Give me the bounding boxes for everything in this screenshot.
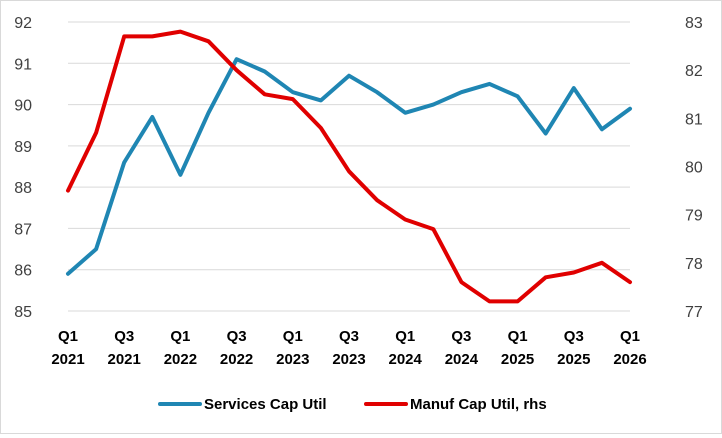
right-axis-tick-label: 83 xyxy=(685,15,703,32)
x-axis-tick-label-year: 2024 xyxy=(389,351,423,368)
right-axis-tick-label: 77 xyxy=(685,304,703,321)
right-axis-tick-label: 82 xyxy=(685,63,703,80)
x-axis-tick-label-year: 2022 xyxy=(164,351,197,368)
x-axis-tick-label: Q3 xyxy=(114,328,134,345)
x-axis-tick-label: Q1 xyxy=(283,328,303,345)
left-axis-tick-label: 91 xyxy=(14,56,32,73)
manuf-cap-util-line xyxy=(66,29,632,304)
left-axis-tick-label: 89 xyxy=(14,139,32,156)
x-axis-tick-label-year: 2022 xyxy=(220,351,253,368)
left-axis-tick-label: 86 xyxy=(14,263,32,280)
x-axis-tick-label: Q1 xyxy=(508,328,528,345)
left-axis-tick-label: 87 xyxy=(14,221,32,238)
right-axis-tick-label: 78 xyxy=(685,256,703,273)
right-axis-tick-label: 80 xyxy=(685,160,703,177)
x-axis-tick-label-year: 2021 xyxy=(51,351,84,368)
x-axis-tick-label: Q3 xyxy=(339,328,359,345)
x-axis-tick-label-year: 2023 xyxy=(332,351,365,368)
x-axis-tick-label-year: 2025 xyxy=(501,351,534,368)
x-axis-tick-label: Q3 xyxy=(564,328,584,345)
x-axis-tick-label-year: 2021 xyxy=(108,351,141,368)
x-axis-tick-label: Q1 xyxy=(395,328,415,345)
x-axis-tick-label-year: 2025 xyxy=(557,351,590,368)
x-axis-tick-label-year: 2026 xyxy=(613,351,646,368)
legend-label: Manuf Cap Util, rhs xyxy=(410,396,547,413)
services-cap-util-line xyxy=(66,57,632,276)
x-axis-tick-label-year: 2024 xyxy=(445,351,479,368)
x-axis-tick-label: Q1 xyxy=(170,328,190,345)
x-axis-tick-label-year: 2023 xyxy=(276,351,309,368)
left-axis-ticks: 85 86 87 88 89 90 91 92 xyxy=(14,15,32,321)
legend: Services Cap Util Manuf Cap Util, rhs xyxy=(158,396,547,413)
x-axis-tick-label: Q1 xyxy=(58,328,78,345)
right-axis-ticks: 77 78 79 80 81 82 83 xyxy=(685,15,703,321)
left-axis-tick-label: 92 xyxy=(14,15,32,32)
left-axis-tick-label: 90 xyxy=(14,98,32,115)
gridlines xyxy=(68,21,630,312)
x-axis-tick-label: Q3 xyxy=(227,328,247,345)
x-axis-tick-label: Q3 xyxy=(451,328,471,345)
left-axis-tick-label: 85 xyxy=(14,304,32,321)
right-axis-tick-label: 79 xyxy=(685,208,703,225)
legend-label: Services Cap Util xyxy=(204,396,327,413)
x-axis-ticks: Q1 2021 Q3 2021 Q1 2022 Q3 2022 Q1 2023 Q3 2023 Q1 20… xyxy=(51,328,646,368)
right-axis-tick-label: 81 xyxy=(685,111,703,128)
x-axis-tick-label: Q1 xyxy=(620,328,640,345)
series-lines xyxy=(66,29,632,304)
left-axis-tick-label: 88 xyxy=(14,180,32,197)
